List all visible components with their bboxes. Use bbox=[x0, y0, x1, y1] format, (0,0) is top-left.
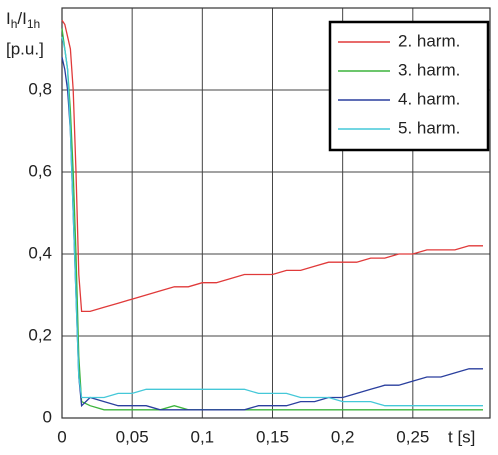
series-line bbox=[61, 36, 483, 407]
legend-label: 2. harm. bbox=[398, 31, 460, 50]
y-tick-label: 0,2 bbox=[28, 325, 52, 344]
legend-label: 3. harm. bbox=[398, 60, 460, 79]
y-tick-label: 0,4 bbox=[28, 243, 52, 262]
y-axis-unit: [p.u.] bbox=[6, 39, 44, 58]
x-axis-label: t [s] bbox=[448, 427, 475, 446]
y-label-part: 1h bbox=[27, 17, 40, 31]
series-line bbox=[61, 19, 483, 313]
x-tick-label: 0 bbox=[57, 427, 66, 446]
y-tick-label: 0,6 bbox=[28, 161, 52, 180]
x-tick-label: 0,2 bbox=[331, 427, 355, 446]
y-label-part: h bbox=[11, 17, 18, 31]
y-tick-label: 0 bbox=[43, 407, 52, 426]
legend-label: 4. harm. bbox=[398, 89, 460, 108]
x-tick-label: 0,05 bbox=[116, 427, 149, 446]
y-label-part: I bbox=[6, 9, 11, 28]
y-tick-label: 0,8 bbox=[28, 79, 52, 98]
x-tick-label: 0,1 bbox=[191, 427, 215, 446]
y-label-part: /I bbox=[17, 9, 26, 28]
y-axis-label: Ih/I1h bbox=[6, 9, 40, 31]
x-tick-label: 0,25 bbox=[396, 427, 429, 446]
plot-frame bbox=[61, 7, 491, 419]
legend-label: 5. harm. bbox=[398, 118, 460, 137]
x-tick-label: 0,15 bbox=[256, 427, 289, 446]
